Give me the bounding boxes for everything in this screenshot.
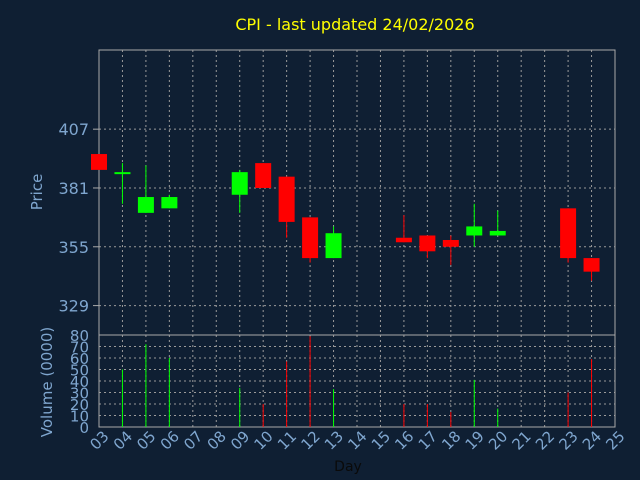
- candle-13: [325, 226, 342, 259]
- candle-19: [466, 203, 483, 247]
- candle-11: [278, 176, 295, 238]
- volume-tick-label: 10: [70, 408, 89, 426]
- candle-body: [442, 240, 459, 247]
- candle-body: [419, 235, 436, 252]
- volume-tick-label: 50: [70, 362, 89, 380]
- volume-tick-label: 40: [70, 373, 89, 391]
- candle-body: [489, 230, 506, 236]
- candle-body: [231, 172, 248, 195]
- candle-body: [560, 208, 577, 259]
- candle-17: [419, 235, 436, 259]
- volume-tick-label: 70: [70, 339, 89, 357]
- candle-body: [161, 197, 178, 209]
- candle-12: [302, 217, 319, 263]
- candle-body: [325, 233, 342, 259]
- candle-body: [302, 217, 319, 259]
- price-y-tick-labels: 329 355 381 407: [58, 120, 99, 316]
- volume-tick-label: 30: [70, 385, 89, 403]
- candle-body: [583, 258, 600, 272]
- x-axis-label: Day: [334, 459, 362, 475]
- candle-09: [231, 169, 248, 213]
- candle-body: [466, 226, 483, 236]
- price-grid: [99, 50, 615, 335]
- candle-06: [161, 194, 178, 209]
- price-tick-label: 329: [58, 297, 89, 316]
- price-tick-label: 355: [58, 238, 89, 257]
- candle-24: [583, 258, 600, 281]
- candles: [91, 154, 600, 281]
- volume-tick-label: 20: [70, 396, 89, 414]
- volume-tick-label: 0: [79, 419, 89, 437]
- candle-18: [442, 235, 459, 265]
- price-tick-label: 381: [58, 179, 89, 198]
- price-panel: 329 355 381 407 Price: [28, 49, 616, 336]
- candle-body: [395, 237, 412, 243]
- candle-04: [114, 163, 131, 204]
- candle-10: [255, 163, 272, 188]
- x-tick-labels: 0304050607080910111213141516171819202122…: [86, 427, 628, 453]
- price-axis-label: Price: [28, 174, 46, 211]
- volume-frame: [98, 334, 616, 428]
- candle-05: [137, 165, 154, 213]
- candle-16: [395, 215, 412, 243]
- volume-tick-label: 60: [70, 350, 89, 368]
- candle-23: [560, 208, 577, 263]
- candle-body: [114, 172, 131, 175]
- candle-body: [255, 163, 272, 188]
- candle-body: [278, 176, 295, 222]
- volume-bars: [121, 336, 593, 427]
- price-tick-label: 407: [58, 120, 89, 139]
- chart-title: CPI - last updated 24/02/2026: [235, 15, 474, 34]
- candle-20: [489, 210, 506, 236]
- volume-tick-label: 80: [70, 327, 89, 345]
- candle-body: [91, 154, 107, 170]
- volume-axis-label: Volume (0000): [38, 327, 56, 437]
- candle-03: [91, 154, 107, 170]
- candle-body: [137, 197, 154, 213]
